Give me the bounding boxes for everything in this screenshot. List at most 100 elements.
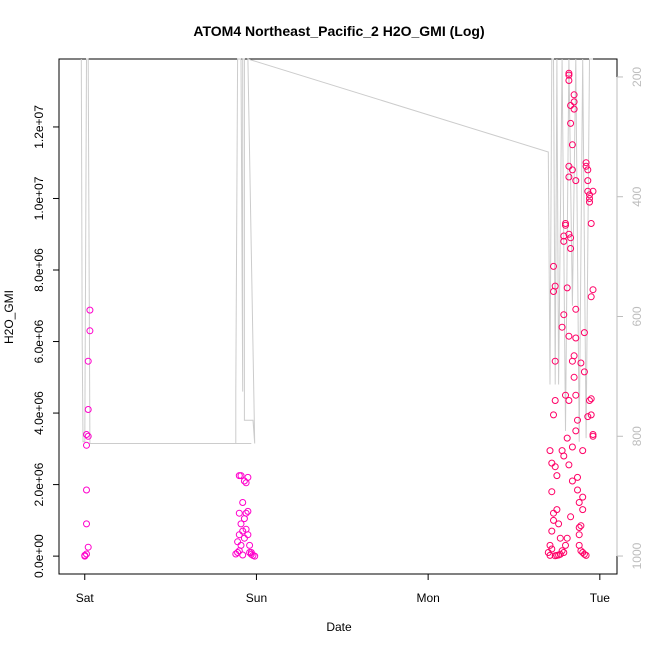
data-point <box>567 119 575 127</box>
data-point <box>242 479 250 487</box>
plot-frame <box>58 58 618 575</box>
data-point <box>244 507 252 515</box>
data-point <box>83 441 90 449</box>
data-point <box>570 352 578 360</box>
data-point <box>548 459 556 467</box>
data-point <box>83 486 90 494</box>
data-point <box>560 311 568 319</box>
data-point <box>84 432 92 440</box>
x-tick-label: Mon <box>416 591 439 605</box>
data-point <box>586 198 593 206</box>
y-tick-label: 4.0e+06 <box>32 391 46 435</box>
data-point <box>577 547 585 555</box>
data-point <box>240 477 248 485</box>
y-tick-label: 6.0e+06 <box>32 319 46 363</box>
chart-title: ATOM4 Northeast_Pacific_2 H2O_GMI (Log) <box>193 23 484 39</box>
data-point <box>565 69 573 77</box>
data-point <box>580 550 588 558</box>
data-point <box>565 77 573 84</box>
data-point <box>586 195 593 202</box>
x-axis-label: Date <box>326 620 352 634</box>
data-point <box>589 432 597 440</box>
data-point <box>572 427 580 435</box>
data-point <box>84 543 92 551</box>
x-tick-label: Tue <box>590 591 611 605</box>
data-point <box>546 447 554 455</box>
data-point <box>560 452 568 460</box>
y-tick-label: 2.0e+06 <box>32 462 46 506</box>
data-point <box>548 488 556 496</box>
data-point <box>86 327 94 335</box>
data-point <box>84 406 92 413</box>
data-point <box>586 191 593 199</box>
data-point <box>551 463 559 471</box>
data-point <box>239 551 247 559</box>
data-point <box>577 522 585 530</box>
data-point <box>582 159 590 167</box>
y-tick-label: 0.0e+00 <box>32 534 46 578</box>
data-point <box>582 551 590 559</box>
data-point <box>548 545 556 553</box>
data-point <box>551 357 559 365</box>
secondary-line-layer <box>80 58 593 444</box>
points-layer <box>81 69 597 560</box>
data-point <box>568 477 576 485</box>
data-point <box>562 221 569 229</box>
data-point <box>579 447 587 455</box>
data-point <box>574 486 581 494</box>
y-tick-label: 8.0e+06 <box>32 248 46 292</box>
data-point <box>584 187 592 195</box>
data-point <box>579 506 587 514</box>
data-point <box>550 509 557 517</box>
data-point <box>84 357 92 365</box>
data-point <box>574 473 581 481</box>
data-point <box>551 282 559 290</box>
data-point <box>568 141 576 149</box>
data-point <box>548 527 556 535</box>
data-point <box>586 397 593 404</box>
data-point <box>575 524 583 531</box>
data-point <box>572 391 580 399</box>
data-point <box>247 549 255 556</box>
data-point <box>565 173 573 181</box>
data-point <box>568 166 576 174</box>
secondary-series-line <box>80 58 593 444</box>
data-point <box>572 334 580 342</box>
data-point <box>589 187 597 195</box>
data-point <box>568 443 576 451</box>
data-point <box>587 293 595 301</box>
data-point <box>582 162 590 170</box>
data-point <box>565 162 573 170</box>
data-point <box>235 509 243 517</box>
data-point <box>587 411 595 419</box>
data-point <box>556 534 564 542</box>
data-point <box>553 472 561 480</box>
data-point <box>83 550 90 558</box>
data-point <box>584 177 592 185</box>
data-point <box>560 237 568 245</box>
data-point <box>240 534 248 542</box>
y-tick-label: 1.2e+07 <box>32 105 46 149</box>
data-point <box>239 527 247 535</box>
y2-tick-label: 1000 <box>630 542 644 569</box>
data-point <box>570 98 578 106</box>
data-point <box>570 91 578 99</box>
data-point <box>83 520 90 528</box>
data-point <box>565 332 573 340</box>
data-point <box>567 513 575 521</box>
y2-tick-label: 600 <box>630 306 644 326</box>
data-point <box>551 552 559 560</box>
data-point <box>587 395 595 403</box>
data-point <box>570 373 578 381</box>
y2-tick-label: 400 <box>630 186 644 206</box>
data-point <box>246 541 254 549</box>
data-point <box>572 305 580 313</box>
data-point <box>546 541 554 549</box>
y2-axis: 200 400 600 800 1000 <box>616 67 644 569</box>
data-point <box>235 472 243 480</box>
data-point <box>237 520 245 528</box>
data-point <box>575 531 583 539</box>
data-point <box>589 286 597 294</box>
data-point <box>565 230 573 238</box>
